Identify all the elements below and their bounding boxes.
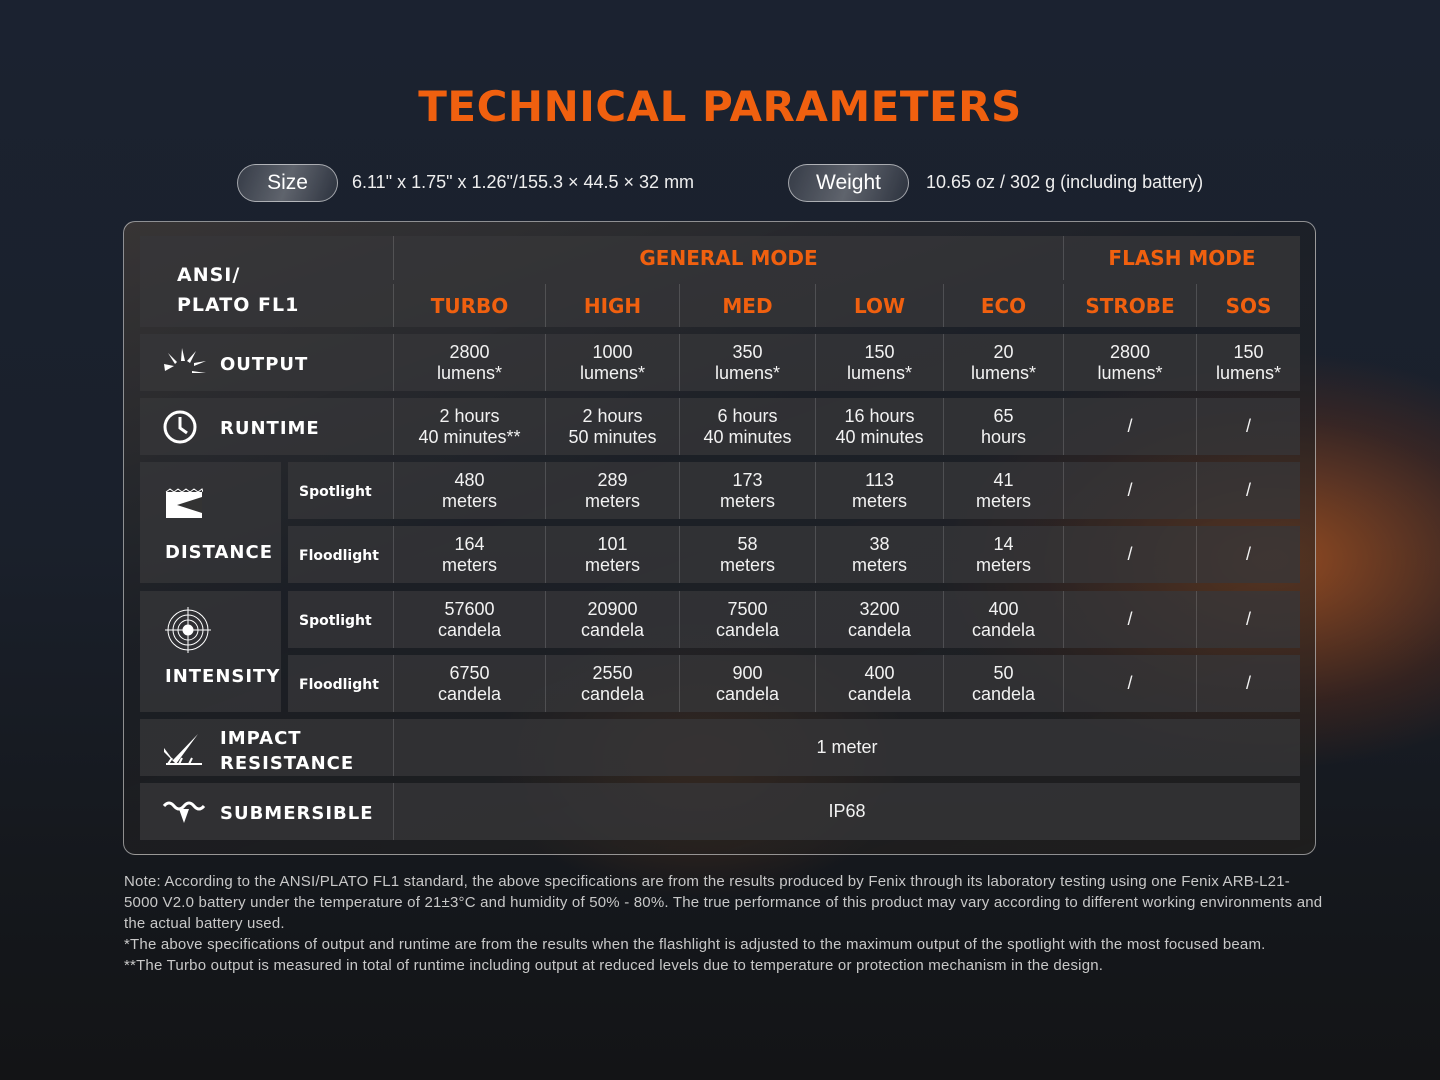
table-cell: 57600 candela [393,591,545,648]
table-cell: 2800 lumens* [393,334,545,391]
weight-value: 10.65 oz / 302 g (including battery) [926,172,1204,192]
table-cell: 173 meters [679,462,815,519]
row-label: RUNTIME [220,418,320,439]
mode-header-high: HIGH [545,284,679,327]
table-cell: 65 hours [943,398,1063,455]
mode-header-low: LOW [815,284,943,327]
table-cell: / [1063,526,1196,583]
table-cell: 150 lumens* [815,334,943,391]
clock-icon [162,409,198,450]
table-cell: 6750 candela [393,655,545,712]
group-distance: DISTANCE [140,462,281,583]
table-cell: 2 hours 40 minutes** [393,398,545,455]
table-cell: 20 lumens* [943,334,1063,391]
table-cell: 3200 candela [815,591,943,648]
table-row: SUBMERSIBLE IP68 [140,783,1300,840]
mode-header-med: MED [679,284,815,327]
table-cell: / [1063,591,1196,648]
table-cell: 350 lumens* [679,334,815,391]
note-main: Note: According to the ANSI/PLATO FL1 st… [124,873,1323,932]
row-label: IMPACT RESISTANCE [220,728,355,774]
light-burst-icon [162,347,208,380]
table-row: Floodlight 6750 candela 2550 candela 900 ca… [288,655,1300,712]
table-cell: 14 meters [943,526,1063,583]
table-cell: 900 candela [679,655,815,712]
beam-distance-icon [165,488,204,523]
table-cell: / [1063,398,1196,455]
table-cell: 58 meters [679,526,815,583]
sub-label: Spotlight [299,613,372,629]
table-cell: 2800 lumens* [1063,334,1196,391]
row-label: SUBMERSIBLE [220,803,374,824]
group-label: INTENSITY [165,666,281,687]
table-cell: 400 candela [943,591,1063,648]
table-cell: 6 hours 40 minutes [679,398,815,455]
size-value: 6.11" x 1.75" x 1.26"/155.3 × 44.5 × 32 … [352,172,695,192]
table-cell: / [1196,526,1300,583]
table-cell: 16 hours 40 minutes [815,398,943,455]
table-cell: / [1063,655,1196,712]
table-cell: 2 hours 50 minutes [545,398,679,455]
table-cell: 7500 candela [679,591,815,648]
table-cell: / [1063,462,1196,519]
general-mode-header: GENERAL MODE [393,236,1063,280]
note-double-asterisk: **The Turbo output is measured in total … [124,957,1104,974]
table-cell: 38 meters [815,526,943,583]
sub-label: Floodlight [299,548,379,564]
table-cell: 480 meters [393,462,545,519]
table-cell: 113 meters [815,462,943,519]
flash-mode-header: FLASH MODE [1063,236,1300,280]
table-row: RUNTIME 2 hours 40 minutes** 2 hours 50 mi… [140,398,1300,455]
group-label: DISTANCE [165,542,273,563]
table-row: OUTPUT 2800 lumens* 1000 lumens* 350 lumens… [140,334,1300,391]
table-header: ANSI/ PLATO FL1 GENERAL MODE FLASH MODE … [140,236,1300,327]
table-row: Spotlight 480 meters 289 meters 173 meters 1… [288,462,1300,519]
sub-label: Spotlight [299,484,372,500]
table-cell: 150 lumens* [1196,334,1300,391]
table-cell: 289 meters [545,462,679,519]
table-cell: 164 meters [393,526,545,583]
row-label: OUTPUT [220,354,309,375]
sub-label: Floodlight [299,677,379,693]
group-intensity: INTENSITY [140,591,281,712]
table-cell: 50 candela [943,655,1063,712]
page-title: TECHNICAL PARAMETERS [418,82,1022,131]
submersible-icon [162,800,206,829]
table-cell-span: 1 meter [393,719,1300,776]
size-label: Size [237,164,338,202]
table-cell: 101 meters [545,526,679,583]
weight-label: Weight [788,164,909,202]
notes: Note: According to the ANSI/PLATO FL1 st… [124,871,1324,976]
table-row: Floodlight 164 meters 101 meters 58 meters 3… [288,526,1300,583]
table-cell: 400 candela [815,655,943,712]
table-row: IMPACT RESISTANCE 1 meter [140,719,1300,776]
mode-header-eco: ECO [943,284,1063,327]
table-cell: / [1196,591,1300,648]
table-row: Spotlight 57600 candela 20900 candela 7500 … [288,591,1300,648]
table-cell: / [1196,655,1300,712]
note-asterisk: *The above specifications of output and … [124,936,1266,953]
mode-header-strobe: STROBE [1063,284,1196,327]
mode-header-sos: SOS [1196,284,1300,327]
standard-label: ANSI/ PLATO FL1 [177,264,300,316]
table-cell: / [1196,462,1300,519]
table-cell-span: IP68 [393,783,1300,840]
table-cell: 20900 candela [545,591,679,648]
impact-icon [162,732,204,771]
table-cell: / [1196,398,1300,455]
table-cell: 1000 lumens* [545,334,679,391]
table-cell: 41 meters [943,462,1063,519]
mode-header-turbo: TURBO [393,284,545,327]
table-cell: 2550 candela [545,655,679,712]
target-icon [165,607,211,658]
